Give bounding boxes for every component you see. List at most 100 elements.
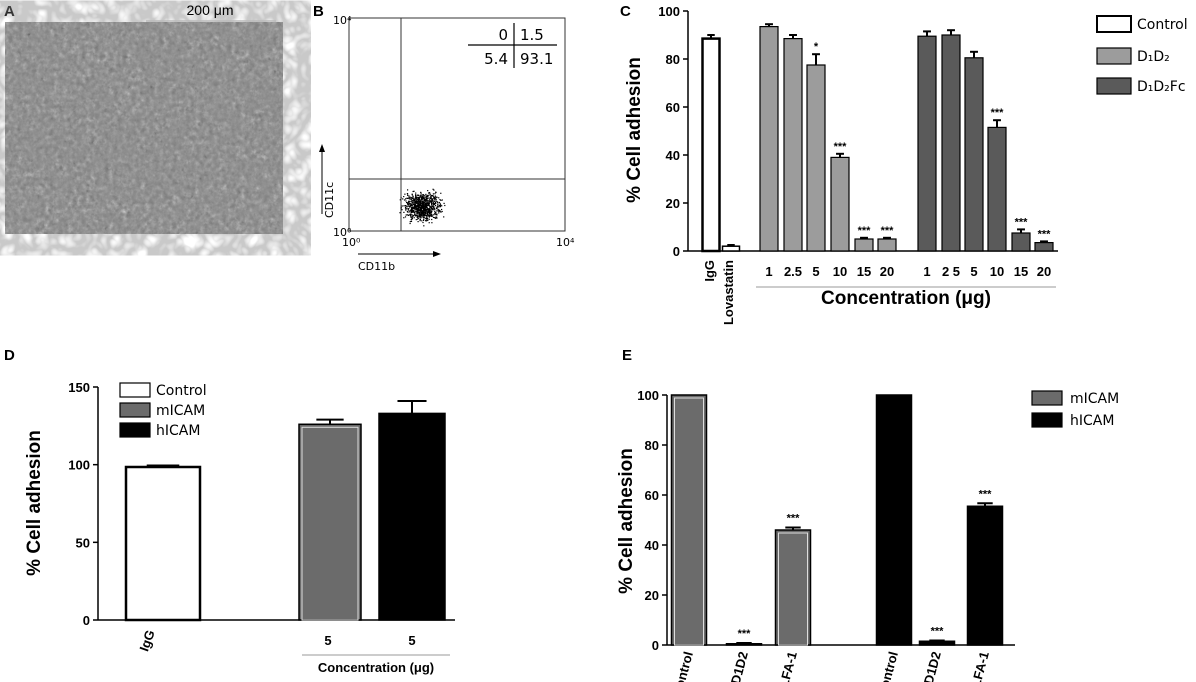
d-control-bar	[124, 465, 202, 622]
flow-event-dot	[430, 212, 433, 214]
flow-event-dot	[412, 202, 414, 204]
panel-a-label: A	[4, 3, 15, 20]
flow-event-dot	[423, 214, 425, 217]
flow-event-dot	[410, 198, 412, 200]
flow-event-dot	[436, 210, 438, 212]
panel-e-label: E	[622, 347, 632, 364]
flow-event-dot	[410, 209, 412, 211]
e-x-tick-label: anti LFA-1	[961, 650, 992, 682]
flow-event-dot	[414, 205, 416, 207]
e-legend-micam: mICAM	[1070, 391, 1119, 407]
flow-event-dot	[422, 211, 425, 213]
c-y-tick-label: 40	[666, 148, 680, 163]
flow-event-dot	[417, 199, 419, 201]
flow-event-dot	[426, 208, 428, 210]
flow-event-dot	[438, 212, 440, 214]
flow-event-dot	[422, 210, 424, 212]
d-y-tick-label: 50	[76, 535, 90, 550]
e-x-tick-label: D1D2	[728, 650, 751, 682]
quadrant-lower-left: 5.4	[484, 50, 508, 68]
panel-a: A 200 μm	[4, 2, 283, 234]
flow-event-dot	[420, 217, 422, 219]
flow-event-dot	[435, 201, 437, 203]
flow-event-dot	[403, 196, 405, 198]
flow-event-dot	[418, 216, 421, 218]
flow-event-dot	[433, 207, 435, 209]
flow-event-dot	[419, 220, 421, 222]
flow-event-dot	[428, 202, 431, 204]
flow-event-dot	[431, 195, 433, 197]
flow-event-dot	[436, 214, 438, 216]
flow-event-dot	[416, 202, 419, 204]
flow-event-dot	[407, 189, 409, 191]
flow-event-dot	[420, 192, 422, 194]
flow-event-dot	[428, 208, 430, 210]
flow-event-dot	[402, 198, 404, 200]
flow-event-dot	[440, 199, 442, 201]
c-d1d2fc-bar	[941, 34, 961, 252]
flow-event-dot	[440, 204, 442, 206]
flow-event-dot	[417, 194, 419, 196]
flow-event-dot	[426, 217, 428, 219]
flow-event-dot	[437, 201, 439, 203]
flow-event-dot	[435, 205, 437, 207]
x-tick-min: 10⁰	[342, 236, 361, 249]
flow-event-dot	[415, 219, 417, 221]
flow-event-dot	[417, 221, 419, 223]
flow-event-dot	[418, 198, 421, 200]
flow-event-dot	[422, 202, 424, 204]
c-y-tick-label: 0	[673, 244, 680, 259]
flow-event-dot	[416, 198, 418, 200]
flow-event-dot	[436, 216, 438, 218]
c-x-tick-labels: 1 2.5 5 10 15 20 1 2 5 5 10 15 20	[765, 264, 1051, 279]
flow-event-dot	[413, 217, 415, 219]
flow-event-dot	[427, 194, 429, 196]
c-legend-swatch-d1d2	[1096, 47, 1132, 65]
flow-event-dot	[419, 195, 421, 197]
flow-event-dot	[422, 204, 424, 206]
flow-event-dot	[430, 206, 432, 208]
flow-event-dot	[427, 197, 429, 199]
flow-event-dot	[428, 216, 430, 218]
flow-event-dot	[422, 215, 424, 217]
flow-event-dot	[431, 222, 433, 224]
flow-event-dot	[411, 200, 413, 202]
d-legend-hicam: hICAM	[156, 423, 200, 439]
flow-event-dot	[414, 207, 416, 209]
flow-event-dot	[409, 213, 411, 215]
flow-event-dot	[407, 194, 409, 196]
panel-d: D 0 50 100 150 % Cell adhesion IgG 5 5 Conc…	[4, 347, 455, 675]
flow-event-dot	[423, 206, 425, 209]
flow-event-dot	[427, 204, 429, 206]
flow-event-dot	[407, 203, 409, 205]
flow-event-dot	[414, 206, 416, 208]
flow-event-dot	[415, 192, 417, 194]
flow-event-dot	[436, 217, 438, 219]
flow-event-dot	[421, 196, 423, 198]
flow-event-dot	[403, 205, 405, 207]
flow-event-dot	[412, 190, 414, 193]
e-micam-bar-highlight	[674, 397, 704, 646]
flow-event-dot	[413, 198, 415, 200]
c-significance-mark: ***	[991, 107, 1005, 119]
flow-event-dot	[438, 201, 441, 204]
flow-event-dot	[429, 211, 432, 213]
flow-event-dot	[423, 206, 425, 208]
c-x-tick-label: 1	[765, 264, 772, 279]
flow-event-dot	[421, 209, 423, 211]
flow-event-dot	[420, 209, 422, 211]
flow-event-dot	[415, 204, 417, 206]
flow-event-dot	[431, 195, 433, 197]
flow-event-dot	[401, 205, 403, 207]
flow-event-dot	[409, 203, 411, 205]
flow-event-dot	[407, 208, 409, 210]
flow-event-dot	[421, 212, 423, 214]
d-micam-bar	[298, 423, 362, 621]
flow-event-dot	[423, 212, 425, 214]
flow-event-dot	[419, 200, 421, 203]
flow-event-dot	[435, 196, 437, 198]
flow-event-dot	[424, 204, 426, 206]
flow-event-dot	[406, 205, 408, 207]
flow-event-dot	[419, 211, 421, 213]
flow-event-dot	[432, 193, 434, 195]
